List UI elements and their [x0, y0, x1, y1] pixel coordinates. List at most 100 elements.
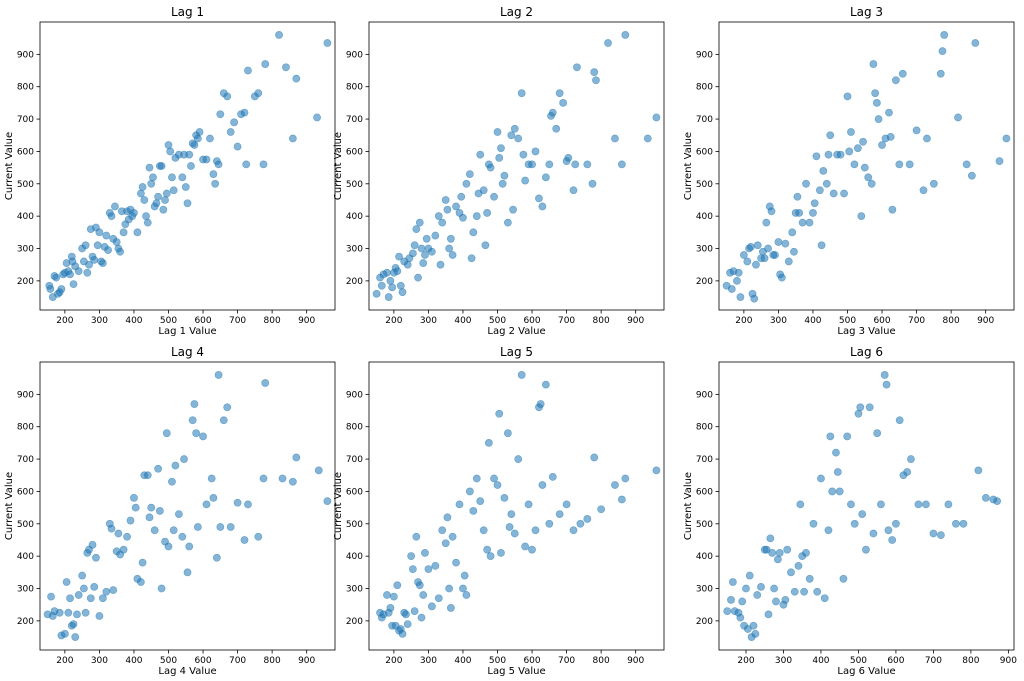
- scatter-point: [452, 558, 460, 567]
- axes-frame: [368, 361, 665, 651]
- scatter-point: [377, 281, 386, 290]
- scatter-point: [559, 98, 568, 107]
- scatter-point: [497, 144, 505, 153]
- scatter-point: [835, 487, 844, 496]
- scatter-point: [78, 571, 87, 580]
- x-tick-label: 400: [812, 656, 829, 666]
- y-tick-label: 200: [17, 617, 34, 627]
- scatter-point: [869, 529, 878, 538]
- scatter-point: [812, 152, 821, 161]
- scatter-point: [288, 134, 297, 143]
- scatter-point: [393, 581, 402, 590]
- x-tick-label: 400: [804, 316, 821, 326]
- scatter-point: [993, 497, 1002, 506]
- scatter-point: [93, 241, 102, 250]
- scatter-point: [462, 179, 471, 188]
- scatter-point: [152, 199, 161, 208]
- scatter-point: [867, 179, 876, 188]
- scatter-point: [261, 60, 270, 68]
- scatter-point: [822, 179, 831, 188]
- scatter-point: [64, 608, 73, 617]
- scatter-point: [743, 257, 752, 266]
- scatter-point: [147, 179, 156, 188]
- y-tick-label: 800: [696, 423, 713, 433]
- scatter-point: [410, 241, 419, 250]
- scatter-point: [457, 192, 466, 201]
- scatter-point: [415, 581, 424, 590]
- scatter-point: [469, 506, 478, 515]
- scatter-point: [937, 531, 945, 540]
- axes-frame: [718, 361, 1015, 651]
- x-tick-label: 500: [839, 316, 856, 326]
- y-tick-label: 600: [346, 147, 363, 157]
- scatter-point: [576, 519, 585, 528]
- x-tick-label: 200: [737, 656, 754, 666]
- scatter-point: [809, 519, 818, 528]
- scatter-point: [798, 218, 807, 227]
- scatter-point: [202, 500, 211, 509]
- scatter-point: [261, 379, 270, 387]
- x-tick-label: 900: [298, 316, 315, 326]
- scatter-point: [282, 63, 290, 72]
- scatter-point: [443, 205, 452, 214]
- scatter-point: [873, 429, 882, 438]
- scatter-point: [86, 594, 95, 603]
- scatter-point: [85, 260, 93, 269]
- scatter-point: [422, 234, 431, 243]
- y-tick-label: 400: [17, 552, 34, 562]
- scatter-point: [436, 260, 445, 269]
- scatter-point: [611, 481, 619, 489]
- scatter-point: [323, 39, 332, 47]
- scatter-point: [216, 523, 225, 531]
- scatter-point: [862, 545, 870, 554]
- scatter-point: [583, 515, 592, 523]
- scatter-point: [588, 179, 597, 188]
- scatter-point: [393, 267, 402, 276]
- scatter-point: [643, 134, 652, 143]
- x-tick-label: 800: [593, 316, 610, 326]
- scatter-point: [52, 273, 61, 282]
- scatter-point: [777, 273, 786, 282]
- scatter-point: [500, 494, 509, 502]
- scatter-point: [794, 561, 803, 570]
- y-axis-label: Current Value: [333, 132, 344, 200]
- scatter-point: [417, 244, 426, 253]
- scatter-point: [233, 498, 242, 507]
- scatter-point: [154, 192, 163, 201]
- scatter-point: [199, 432, 207, 441]
- scatter-point: [752, 260, 760, 269]
- scatter-point: [817, 241, 826, 250]
- x-tick-label: 800: [264, 316, 281, 326]
- scatter-point: [843, 432, 852, 441]
- scatter-point: [795, 209, 804, 217]
- x-tick-label: 800: [264, 656, 281, 666]
- x-tick-label: 300: [420, 316, 437, 326]
- scatter-point: [604, 39, 612, 47]
- y-tick-label: 400: [696, 212, 713, 222]
- x-tick-label: 500: [489, 316, 506, 326]
- subplot-title: Lag 2: [500, 5, 533, 19]
- scatter-point: [90, 255, 99, 264]
- scatter-point: [403, 260, 412, 269]
- scatter-point: [514, 134, 523, 143]
- scatter-point: [472, 474, 481, 483]
- scatter-point: [884, 526, 893, 535]
- y-tick-label: 800: [346, 423, 363, 433]
- scatter-point: [98, 594, 107, 603]
- subplot-2: 200 300 400 500 600 700 800 900 200 300 400 500 600 7…: [333, 5, 665, 337]
- scatter-point: [434, 212, 443, 221]
- scatter-point: [107, 212, 116, 221]
- x-tick-label: 300: [770, 316, 787, 326]
- scatter-point: [652, 466, 661, 475]
- y-tick-label: 200: [696, 277, 713, 287]
- scatter-point: [314, 466, 323, 475]
- y-tick-label: 200: [696, 617, 713, 627]
- y-tick-label: 400: [696, 552, 713, 562]
- scatter-point: [859, 137, 867, 146]
- scatter-point: [313, 113, 321, 122]
- scatter-point: [95, 228, 104, 237]
- x-tick-label: 900: [1000, 656, 1017, 666]
- scatter-point: [535, 194, 543, 203]
- scatter-point: [74, 267, 83, 276]
- scatter-point: [951, 519, 960, 528]
